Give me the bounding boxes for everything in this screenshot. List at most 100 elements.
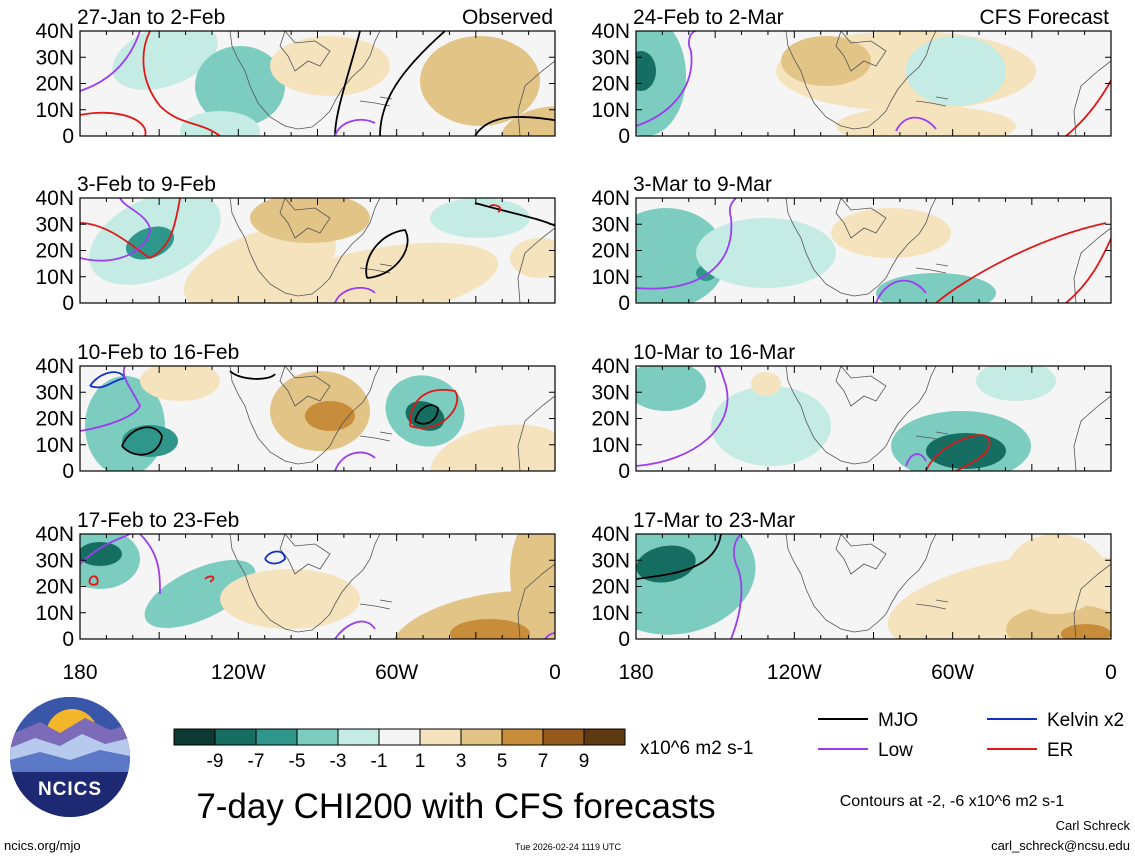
field-patch	[220, 569, 360, 629]
field-patch	[250, 198, 370, 243]
contour-line	[80, 534, 131, 565]
x-tick-label: 180	[618, 661, 653, 684]
colorbar-tick-label: 7	[538, 751, 549, 772]
coastline-americas	[229, 198, 381, 297]
field-patch	[926, 433, 1006, 469]
colorbar-tick-label: 1	[415, 751, 426, 772]
footer-email: carl_schreck@ncsu.edu	[991, 838, 1130, 853]
colorbar-tick-label: -9	[207, 751, 224, 772]
coastline-us	[279, 198, 331, 239]
contour-line	[334, 31, 361, 136]
y-tick-label: 10N	[35, 99, 74, 122]
y-tick-label: 30N	[35, 381, 74, 404]
contour-line	[489, 204, 502, 213]
map-panel: 40N 30N 20N 10N 0 27-Jan to 2-Feb Observed	[35, 6, 556, 148]
colorbar-segment	[378, 728, 421, 746]
footer-author: Carl Schreck	[1056, 818, 1131, 833]
colorbar-segment	[173, 728, 216, 746]
colorbar-tick-label: 9	[579, 751, 590, 772]
contour-line	[334, 119, 376, 136]
coastline-caribbean	[915, 96, 949, 107]
y-tick-label: 40N	[591, 187, 630, 210]
contour-line	[636, 366, 729, 467]
y-tick-label: 30N	[591, 549, 630, 572]
colorbar-tick-label: 5	[497, 751, 508, 772]
y-tick-label: 10N	[591, 434, 630, 457]
y-tick-label: 10N	[35, 602, 74, 625]
colorbar-segment	[255, 728, 298, 746]
y-tick-label: 40N	[35, 523, 74, 546]
colorbar-segment	[583, 728, 626, 746]
field-patch	[405, 401, 445, 431]
field-patch	[906, 36, 1006, 106]
field-patch	[144, 559, 256, 629]
coastline-americas	[785, 31, 937, 130]
map-panel: 40N 30N 20N 10N 0 10-Mar to 16-Mar	[591, 341, 1112, 483]
panel-title: 17-Feb to 23-Feb	[77, 509, 239, 532]
coastline-caribbean	[359, 599, 393, 610]
contour-line	[80, 198, 181, 260]
contour-line	[88, 575, 99, 586]
contour-line	[80, 111, 147, 136]
coastline-africa	[517, 563, 555, 639]
field-patch	[112, 31, 218, 90]
y-tick-label: 40N	[591, 355, 630, 378]
coastline-us	[279, 366, 331, 407]
y-tick-label: 20N	[35, 73, 74, 96]
x-tick-label: 120W	[211, 661, 266, 684]
column-label: Observed	[462, 6, 553, 29]
coastline-africa	[1073, 227, 1111, 303]
colorbar-tick-label: -7	[248, 751, 265, 772]
coastline-caribbean	[915, 263, 949, 274]
contour-line	[121, 426, 163, 456]
field-patch	[140, 366, 220, 401]
y-tick-label: 20N	[35, 240, 74, 263]
contour-line	[730, 534, 743, 639]
field-patch	[831, 208, 951, 258]
contour-line	[905, 453, 927, 467]
legend-label: ER	[1047, 740, 1073, 761]
y-tick-label: 10N	[591, 602, 630, 625]
x-tick-label: 60W	[931, 661, 974, 684]
colorbar-tick-label: -1	[371, 751, 388, 772]
contour-line	[474, 202, 555, 227]
map-panel: 40N 30N 20N 10N 0 3-Feb to 9-Feb	[35, 173, 556, 315]
coastline-us	[835, 31, 887, 72]
panel-title: 10-Mar to 16-Mar	[633, 341, 795, 364]
contour-line	[474, 116, 555, 136]
y-tick-label: 10N	[35, 266, 74, 289]
y-tick-label: 30N	[35, 549, 74, 572]
logo-text: NCICS	[38, 779, 102, 800]
contour-line	[1065, 236, 1111, 303]
map-panel: 40N 30N 20N 10N 0 17-Feb to 23-Feb	[35, 509, 556, 651]
y-tick-label: 20N	[591, 73, 630, 96]
contour-line	[142, 31, 221, 136]
coastline-caribbean	[915, 599, 949, 610]
y-tick-label: 30N	[35, 213, 74, 236]
colorbar-segment	[419, 728, 462, 746]
y-tick-label: 30N	[35, 46, 74, 69]
colorbar-segment	[460, 728, 503, 746]
contour-line	[80, 31, 141, 92]
y-tick-label: 40N	[591, 20, 630, 43]
y-tick-label: 0	[62, 125, 74, 148]
y-tick-label: 40N	[35, 355, 74, 378]
y-tick-label: 10N	[591, 266, 630, 289]
contour-line	[80, 198, 151, 262]
contour-line	[334, 286, 376, 303]
map-panel: 40N 30N 20N 10N 0 17-Mar to 23-Mar	[591, 509, 1112, 651]
colorbar-segment	[501, 728, 544, 746]
contour-line	[204, 575, 215, 583]
field-patch	[636, 51, 656, 91]
contour-line	[379, 31, 446, 136]
coastline-africa	[1073, 60, 1111, 136]
colorbar-segment	[214, 728, 257, 746]
colorbar-tick-label: -5	[289, 751, 306, 772]
y-tick-label: 40N	[591, 523, 630, 546]
contour-line	[875, 279, 927, 303]
y-tick-label: 30N	[591, 46, 630, 69]
ncics-logo: NCICS	[10, 697, 130, 817]
contour-line	[139, 534, 161, 595]
y-tick-label: 0	[618, 628, 630, 651]
contour-line	[414, 404, 439, 425]
